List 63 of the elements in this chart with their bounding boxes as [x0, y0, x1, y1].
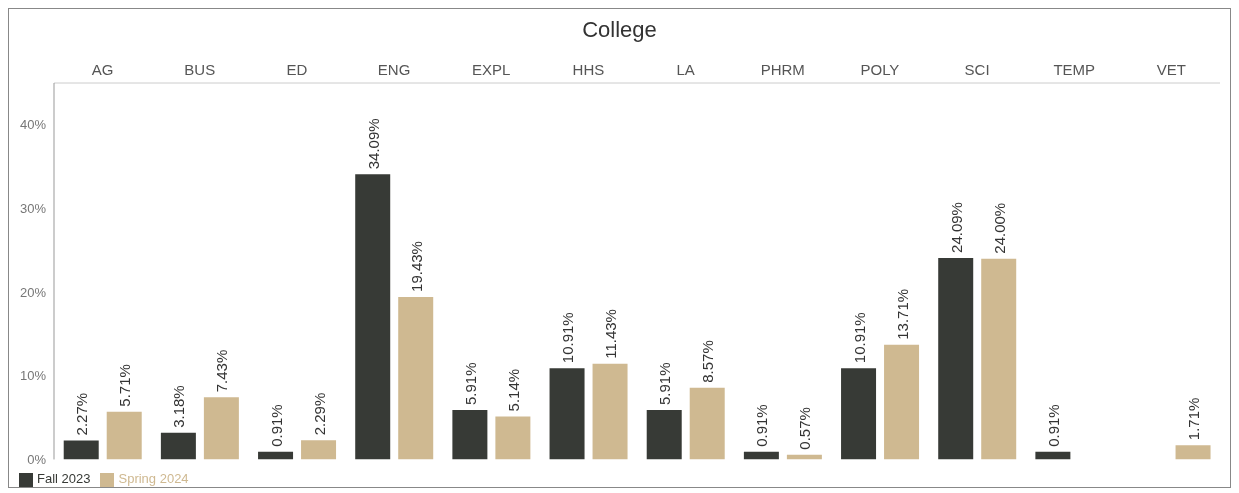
data-label: 0.91% [267, 404, 285, 447]
data-label: 34.09% [364, 118, 382, 170]
data-label: 1.71% [1185, 397, 1203, 441]
bar [646, 410, 682, 460]
bar [495, 416, 531, 460]
data-label: 0.91% [1044, 404, 1062, 447]
data-label: 10.91% [559, 312, 577, 364]
y-tick-label: 30% [19, 201, 47, 217]
bar [743, 451, 779, 460]
chart-title: College [581, 16, 658, 44]
x-tick-label: ED [286, 61, 308, 78]
data-label: 7.43% [213, 349, 231, 393]
data-label: 3.18% [170, 385, 188, 428]
bar [63, 440, 99, 460]
bar [841, 368, 877, 460]
bar [549, 368, 585, 460]
data-label: 2.29% [310, 392, 328, 436]
x-tick-label: PHRM [760, 61, 805, 78]
bar [160, 432, 196, 460]
data-label: 5.14% [504, 368, 522, 412]
bar [203, 397, 239, 460]
bar [938, 257, 974, 460]
data-label: 11.43% [602, 309, 620, 359]
bar [301, 440, 337, 460]
data-label: 24.00% [990, 202, 1008, 254]
bar [1035, 451, 1071, 460]
y-tick-label: 0% [27, 452, 47, 468]
bar [592, 363, 628, 460]
y-tick-label: 40% [19, 117, 47, 133]
data-label: 0.91% [753, 404, 771, 447]
x-tick-label: AG [91, 61, 114, 78]
legend-label: Spring 2024 [118, 471, 189, 487]
data-label: 8.57% [699, 340, 717, 383]
data-label: 2.27% [73, 392, 91, 436]
x-tick-label: TEMP [1053, 61, 1096, 78]
x-tick-label: LA [676, 61, 695, 78]
data-label: 5.91% [656, 362, 674, 405]
y-tick-label: 10% [19, 368, 47, 384]
x-tick-label: ENG [377, 61, 411, 78]
y-tick-label: 20% [19, 284, 47, 300]
x-tick-label: VET [1156, 61, 1187, 78]
x-tick-label: HHS [572, 61, 605, 78]
data-label: 13.71% [893, 288, 911, 340]
bar [981, 258, 1017, 460]
data-label: 5.71% [116, 364, 134, 407]
bar [884, 344, 920, 460]
legend-label: Fall 2023 [37, 471, 91, 487]
data-label: 10.91% [850, 312, 868, 364]
bar [398, 296, 434, 460]
bar [452, 410, 488, 460]
bar [689, 387, 725, 460]
bar [106, 411, 142, 460]
data-label: 0.57% [796, 407, 814, 450]
data-label: 5.91% [461, 362, 479, 405]
bar [355, 174, 391, 460]
bar [1175, 445, 1211, 460]
x-tick-label: SCI [964, 61, 990, 78]
x-tick-label: BUS [184, 61, 216, 78]
bar [258, 451, 294, 460]
data-label: 19.43% [407, 241, 425, 292]
x-tick-label: EXPL [472, 61, 511, 78]
data-label: 24.09% [947, 202, 965, 253]
x-tick-label: POLY [860, 61, 900, 78]
